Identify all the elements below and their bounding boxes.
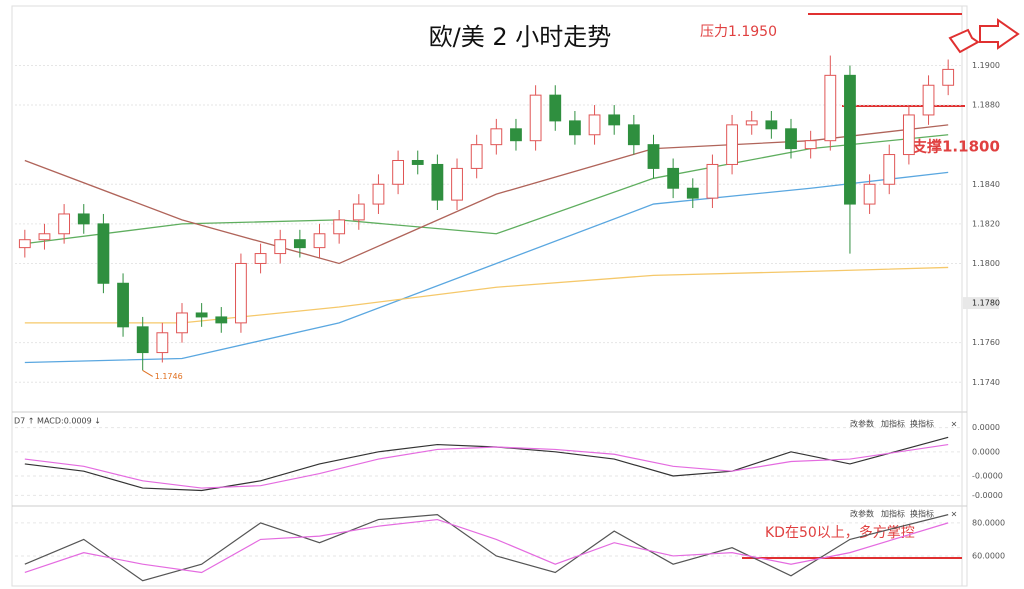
candle-body bbox=[549, 94, 562, 122]
candle-body bbox=[726, 124, 738, 165]
low-marker-label: 1.1746 bbox=[155, 372, 183, 381]
candle-body bbox=[510, 128, 522, 142]
candle-body bbox=[215, 316, 228, 324]
price-marker-label: 1.1780 bbox=[972, 299, 1000, 308]
candle-body bbox=[77, 213, 90, 225]
candle-body bbox=[38, 233, 51, 241]
y-tick-label: 60.0000 bbox=[972, 551, 1005, 560]
arrow-icon bbox=[948, 28, 980, 54]
panel-button[interactable]: 改参数 bbox=[850, 509, 874, 519]
candle-body bbox=[352, 203, 365, 221]
candle-body bbox=[647, 144, 660, 169]
candle-body bbox=[706, 163, 719, 199]
candle-body bbox=[745, 120, 758, 126]
y-tick-label: 1.1900 bbox=[972, 61, 1000, 70]
candle-body bbox=[333, 219, 346, 235]
line-series bbox=[24, 171, 949, 364]
panel-button[interactable]: × bbox=[951, 510, 958, 519]
candle-body bbox=[686, 187, 699, 199]
candle-body bbox=[293, 239, 306, 249]
candle-body bbox=[785, 128, 797, 150]
line-series bbox=[24, 443, 949, 489]
candle-body bbox=[313, 233, 326, 249]
y-tick-label: -0.0000 bbox=[972, 472, 1003, 481]
y-tick-label: 1.1760 bbox=[972, 338, 1000, 347]
candle-body bbox=[588, 114, 601, 136]
candle-body bbox=[97, 223, 110, 284]
y-tick-label: 80.0000 bbox=[972, 518, 1005, 527]
frame bbox=[11, 5, 968, 587]
y-tick-label: 0.0000 bbox=[972, 447, 1000, 456]
candle-body bbox=[490, 128, 503, 146]
candle-body bbox=[667, 167, 680, 189]
candle-body bbox=[765, 120, 778, 130]
y-tick-label: 1.1880 bbox=[972, 101, 1000, 110]
candle-body bbox=[274, 239, 287, 255]
candle-body bbox=[883, 154, 896, 185]
candle-body bbox=[627, 124, 640, 146]
panel-button[interactable]: 加指标 bbox=[881, 509, 905, 519]
candle-body bbox=[235, 262, 247, 324]
y-tick-label: -0.0000 bbox=[972, 491, 1003, 500]
panel-button[interactable]: 换指标 bbox=[910, 419, 934, 429]
macd-label: D7 ↑ MACD:0.0009 ↓ bbox=[14, 417, 101, 426]
low-marker-line bbox=[142, 369, 153, 377]
candle-body bbox=[942, 68, 955, 86]
candle-body bbox=[58, 213, 71, 235]
candle-body bbox=[117, 282, 129, 328]
panel-button[interactable]: × bbox=[951, 420, 958, 429]
panel-button[interactable]: 加指标 bbox=[881, 419, 905, 429]
candle-body bbox=[156, 332, 169, 354]
candle-body bbox=[922, 84, 935, 116]
candle-body bbox=[431, 163, 444, 201]
candle-body bbox=[372, 183, 385, 205]
line-series bbox=[24, 436, 949, 492]
candle-body bbox=[844, 74, 856, 205]
y-tick-label: 0.0000 bbox=[972, 423, 1000, 432]
candle-body bbox=[470, 144, 483, 169]
line-series bbox=[24, 134, 949, 245]
resistance-label: 压力1.1950 bbox=[700, 24, 777, 40]
kd-note: KD在50以上，多方掌控 bbox=[765, 524, 915, 541]
candle-body bbox=[608, 114, 621, 126]
y-tick-label: 1.1800 bbox=[972, 259, 1000, 268]
candle-body bbox=[902, 114, 915, 156]
y-tick-label: 1.1740 bbox=[972, 378, 1000, 387]
candle-body bbox=[529, 94, 542, 142]
panel-button[interactable]: 换指标 bbox=[910, 509, 934, 519]
chart-title: 欧/美 2 小时走势 bbox=[429, 23, 612, 51]
line-series bbox=[24, 266, 949, 324]
candle-body bbox=[195, 312, 208, 318]
candle-body bbox=[18, 239, 31, 249]
y-tick-label: 1.1840 bbox=[972, 180, 1000, 189]
panel-button[interactable]: 改参数 bbox=[850, 419, 874, 429]
support-label: 支撑1.1800 bbox=[911, 138, 1000, 156]
candle-body bbox=[392, 159, 404, 185]
candle-body bbox=[451, 167, 463, 201]
candle-body bbox=[411, 159, 424, 165]
arrow-icon bbox=[979, 18, 1020, 50]
line-series bbox=[24, 518, 949, 574]
y-tick-label: 1.1820 bbox=[972, 219, 1000, 228]
price-marker-box bbox=[963, 297, 999, 310]
candle-body bbox=[254, 253, 267, 264]
line-series bbox=[24, 513, 949, 582]
candle-body bbox=[176, 312, 188, 334]
candle-body bbox=[569, 120, 581, 136]
candle-body bbox=[804, 140, 817, 150]
candle-body bbox=[824, 74, 837, 142]
candle-body bbox=[863, 183, 876, 205]
candle-body bbox=[136, 326, 149, 354]
